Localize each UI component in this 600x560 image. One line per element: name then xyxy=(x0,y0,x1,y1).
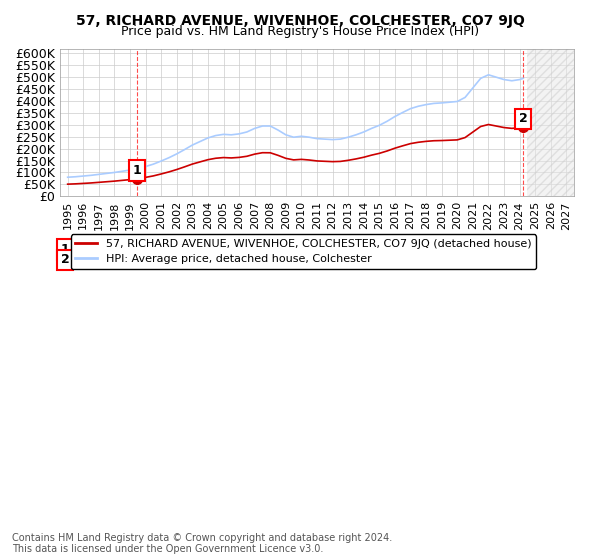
Text: 1: 1 xyxy=(133,164,142,177)
Text: Contains HM Land Registry data © Crown copyright and database right 2024.
This d: Contains HM Land Registry data © Crown c… xyxy=(12,533,392,554)
Text: Price paid vs. HM Land Registry's House Price Index (HPI): Price paid vs. HM Land Registry's House … xyxy=(121,25,479,38)
Text: 14-JUN-1999          £73,995          37% ↓ HPI: 14-JUN-1999 £73,995 37% ↓ HPI xyxy=(86,243,371,256)
Legend: 57, RICHARD AVENUE, WIVENHOE, COLCHESTER, CO7 9JQ (detached house), HPI: Average: 57, RICHARD AVENUE, WIVENHOE, COLCHESTER… xyxy=(71,234,536,269)
Text: 28-MAR-2024          £290,000          41% ↓ HPI: 28-MAR-2024 £290,000 41% ↓ HPI xyxy=(86,253,384,267)
Text: 2: 2 xyxy=(61,253,70,267)
Bar xyxy=(527,49,574,197)
Text: 2: 2 xyxy=(519,113,527,125)
Text: 57, RICHARD AVENUE, WIVENHOE, COLCHESTER, CO7 9JQ: 57, RICHARD AVENUE, WIVENHOE, COLCHESTER… xyxy=(76,14,524,28)
Text: 1: 1 xyxy=(61,243,70,256)
